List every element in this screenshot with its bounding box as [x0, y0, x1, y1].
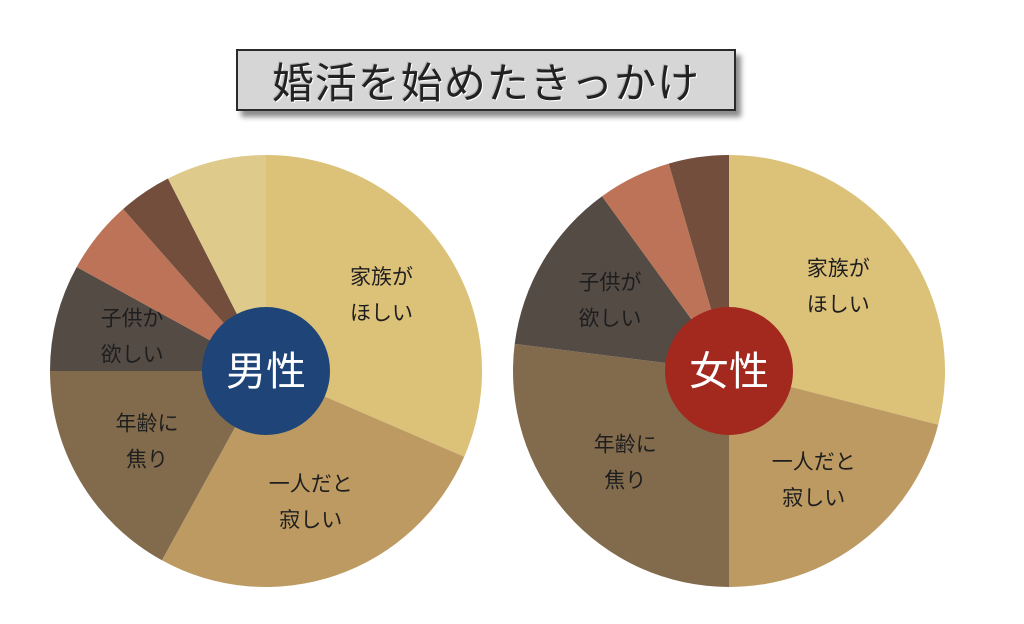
female-slice-label-line: 一人だと [772, 450, 856, 474]
male-slice-label-4: 子供が欲しい [101, 307, 164, 367]
female-slice-label-line: 寂しい [782, 486, 845, 510]
chart-title-box: 婚活を始めたきっかけ [236, 49, 736, 111]
male-slice-label-line: 家族が [350, 265, 413, 289]
male-slice-label-1: 家族がほしい [350, 265, 413, 325]
female-slice-label-line: 欲しい [579, 307, 642, 331]
male-slice-label-2: 一人だと寂しい [269, 472, 353, 532]
male-slice-label-line: 子供が [101, 307, 164, 331]
female-slice-2 [729, 371, 939, 587]
female-slice-4 [514, 196, 729, 371]
male-slice-label-line: 寂しい [279, 508, 342, 532]
male-slice-3 [50, 371, 266, 561]
female-slice-label-1: 家族がほしい [807, 256, 870, 316]
male-slice-label-line: 欲しい [101, 343, 164, 367]
male-slice-label-line: 一人だと [269, 472, 353, 496]
female-slice-label-line: ほしい [807, 292, 870, 316]
female-slice-label-line: 家族が [807, 256, 870, 280]
female-slice-label-line: 子供が [579, 271, 642, 295]
female-center-circle [665, 307, 793, 435]
female-slice-label-4: 子供が欲しい [579, 271, 642, 331]
male-slice-label-3: 年齢に焦り [116, 411, 179, 471]
female-slice-label-3: 年齢に焦り [594, 432, 657, 492]
female-slice-label-line: 年齢に [594, 432, 657, 456]
male-center-circle [202, 307, 330, 435]
male-center-label: 男性 [226, 349, 306, 395]
male-slice-label-line: ほしい [350, 301, 413, 325]
male-slice-label-line: 焦り [126, 447, 168, 471]
female-slice-label-2: 一人だと寂しい [772, 450, 856, 510]
male-slice-label-line: 年齢に [116, 411, 179, 435]
chart-title: 婚活を始めたきっかけ [271, 58, 701, 108]
female-center-label: 女性 [689, 349, 769, 395]
female-slice-label-line: 焦り [604, 468, 646, 492]
